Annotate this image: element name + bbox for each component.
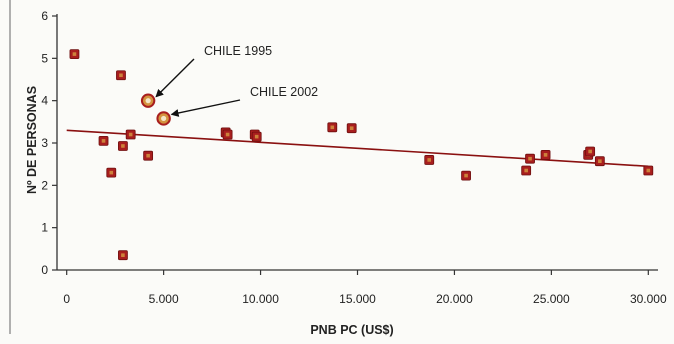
data-point — [540, 149, 551, 160]
y-tick-label: 0 — [41, 263, 48, 277]
data-point-center — [598, 159, 602, 164]
x-tick-label: 25.000 — [533, 292, 570, 306]
data-point-center — [646, 168, 651, 173]
data-point — [116, 70, 126, 81]
data-point — [424, 155, 435, 165]
data-point-center — [121, 144, 125, 148]
highlight-point-center — [161, 115, 167, 122]
x-tick-label: 20.000 — [436, 292, 473, 306]
data-point-center — [72, 52, 77, 56]
data-point — [118, 250, 128, 261]
data-point — [251, 131, 262, 142]
data-point-center — [101, 139, 106, 143]
data-point — [594, 156, 605, 167]
y-tick-label: 6 — [41, 9, 48, 23]
x-tick-label: 15.000 — [339, 292, 376, 306]
data-point-center — [109, 170, 114, 175]
data-point — [521, 165, 532, 176]
data-point-center — [225, 132, 230, 137]
y-tick-label: 3 — [41, 136, 48, 150]
data-point-center — [528, 156, 532, 161]
y-tick-label: 4 — [41, 94, 48, 108]
data-point-center — [254, 134, 259, 139]
data-point-center — [524, 168, 528, 173]
data-point — [143, 150, 154, 161]
data-point-center — [543, 153, 548, 157]
x-tick-label: 10.000 — [242, 292, 279, 306]
y-tick-label: 5 — [41, 51, 48, 65]
data-point-center — [330, 125, 335, 130]
y-tick-label: 2 — [41, 178, 48, 192]
x-axis-ticks: 0 5.000 10.000 15.000 20.000 25.000 30.000 — [63, 270, 667, 306]
data-point-center — [588, 149, 592, 154]
x-tick-label: 30.000 — [630, 292, 667, 306]
data-point-center — [427, 158, 432, 162]
data-point — [346, 123, 357, 134]
highlight-label: CHILE 1995 — [204, 44, 272, 58]
highlight-point-center — [145, 98, 151, 104]
data-point — [585, 146, 596, 157]
trendline — [66, 129, 649, 168]
data-point-center — [146, 153, 150, 158]
data-point-center — [128, 132, 133, 137]
data-point — [461, 170, 471, 181]
x-axis-title: PNB PC (US$) — [310, 323, 393, 337]
data-point — [327, 122, 338, 133]
axes — [56, 14, 658, 271]
data-point — [125, 129, 136, 140]
y-axis-title: Nº DE PERSONAS — [25, 86, 39, 194]
data-point-center — [119, 73, 123, 78]
highlight-points: CHILE 1995 CHILE 2002 — [140, 44, 318, 126]
data-point — [525, 153, 535, 164]
data-point — [643, 165, 654, 176]
data-point-center — [121, 253, 125, 257]
data-point — [98, 135, 109, 146]
highlight-arrow — [155, 58, 195, 98]
data-point-center — [464, 173, 468, 178]
trendline-layer — [66, 129, 649, 168]
data-point — [118, 141, 128, 151]
highlight-label: CHILE 2002 — [250, 85, 318, 99]
x-tick-label: 5.000 — [149, 292, 179, 306]
data-point — [69, 49, 80, 59]
x-tick-label: 0 — [63, 292, 70, 306]
data-points — [69, 49, 654, 261]
data-point — [106, 167, 117, 178]
y-axis-ticks: 0 1 2 3 4 5 6 — [41, 9, 57, 277]
highlight-arrow — [170, 99, 241, 117]
data-point-center — [349, 126, 354, 130]
y-tick-label: 1 — [41, 221, 48, 235]
data-point — [222, 129, 233, 140]
